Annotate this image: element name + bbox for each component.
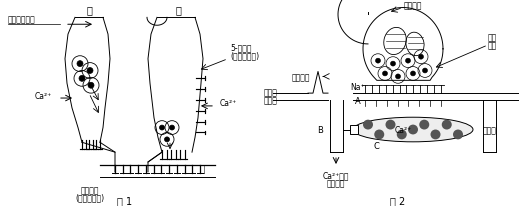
Text: Ca²⁺: Ca²⁺ [220, 99, 237, 108]
Circle shape [406, 59, 410, 64]
Circle shape [391, 62, 395, 67]
Text: 丙: 丙 [200, 165, 205, 173]
Ellipse shape [353, 118, 473, 142]
Text: C: C [373, 141, 379, 150]
Text: 乙: 乙 [175, 6, 181, 15]
Text: 5-羟色胺: 5-羟色胺 [230, 43, 251, 52]
Circle shape [375, 59, 381, 64]
Text: Na⁺: Na⁺ [350, 82, 365, 91]
Circle shape [159, 125, 165, 130]
Text: 小泡: 小泡 [488, 41, 497, 50]
Circle shape [395, 75, 401, 80]
Text: 突触: 突触 [488, 33, 497, 42]
Circle shape [430, 130, 440, 140]
Circle shape [88, 83, 94, 89]
Text: 肌肉收缩: 肌肉收缩 [327, 178, 345, 187]
Text: (抑制性递质): (抑制性递质) [230, 51, 259, 60]
Text: Ca²⁺释放: Ca²⁺释放 [323, 170, 349, 179]
Text: (兴奋性递质): (兴奋性递质) [76, 192, 105, 201]
Circle shape [169, 125, 174, 130]
Text: B: B [317, 125, 323, 134]
Text: Ca²⁺: Ca²⁺ [394, 125, 412, 134]
Circle shape [374, 130, 384, 140]
Circle shape [165, 137, 169, 142]
Circle shape [442, 120, 452, 130]
Text: 图 1: 图 1 [117, 195, 133, 205]
Circle shape [422, 69, 428, 74]
Circle shape [382, 72, 388, 76]
Circle shape [408, 125, 418, 135]
Circle shape [419, 120, 429, 130]
Circle shape [385, 120, 395, 130]
Text: 兴奋传导方向: 兴奋传导方向 [8, 16, 36, 25]
Bar [350, 125, 358, 135]
Text: 肌质网: 肌质网 [483, 125, 497, 134]
Text: 乙酰胆碱: 乙酰胆碱 [81, 185, 99, 194]
Text: A: A [355, 96, 361, 105]
Circle shape [363, 120, 373, 130]
Circle shape [410, 72, 416, 76]
Circle shape [453, 130, 463, 140]
Text: 图 2: 图 2 [390, 195, 406, 205]
Text: 细胞膜: 细胞膜 [264, 96, 278, 105]
Circle shape [77, 61, 83, 67]
Circle shape [397, 130, 407, 140]
Text: 轴突末梢: 轴突末梢 [404, 1, 422, 10]
Text: 动作电位: 动作电位 [291, 73, 310, 82]
Circle shape [79, 76, 85, 82]
Text: Ca²⁺: Ca²⁺ [35, 91, 52, 100]
Circle shape [419, 55, 423, 60]
Text: 骨骼肌: 骨骼肌 [264, 88, 278, 97]
Text: 甲: 甲 [86, 6, 92, 15]
Circle shape [87, 68, 93, 74]
